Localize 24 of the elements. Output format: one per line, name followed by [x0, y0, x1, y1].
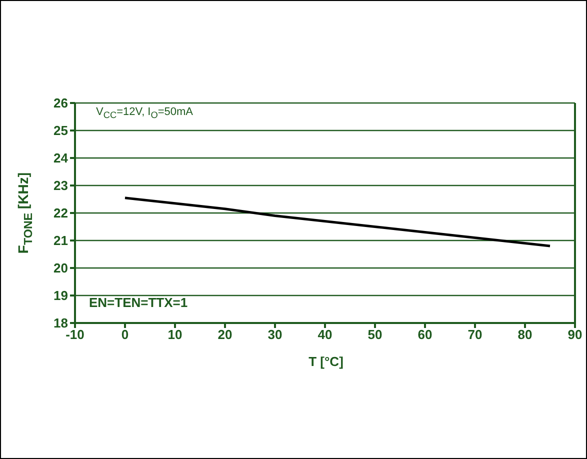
y-tick-label: 21: [54, 233, 68, 248]
x-tick-label: 50: [368, 327, 382, 342]
x-tick-label: 30: [268, 327, 282, 342]
x-tick-label: 80: [518, 327, 532, 342]
x-tick-label: 40: [318, 327, 332, 342]
y-tick-label: 25: [54, 123, 68, 138]
y-tick-label: 19: [54, 288, 68, 304]
y-tick-label: 26: [54, 96, 68, 111]
x-tick-label: 60: [418, 327, 432, 342]
x-tick-label: 20: [218, 327, 232, 342]
annotation: EN=TEN=TTX=1: [89, 295, 188, 310]
x-tick-label: 70: [468, 327, 482, 342]
y-tick-label: 23: [54, 178, 68, 194]
line-series: [124, 196, 552, 248]
x-axis-title: T [°C]: [308, 354, 344, 369]
x-tick-label: 10: [168, 327, 182, 342]
y-tick-label: 18: [54, 316, 68, 331]
annotation: V$_{CC}$=12V, I$_{O}$=50mA: [96, 106, 194, 120]
x-tick-label: -10: [66, 327, 84, 342]
y-tick-label: 22: [54, 206, 68, 221]
y-tick-label: 20: [54, 260, 68, 276]
x-tick-label: 90: [568, 327, 582, 342]
y-tick-label: 24: [54, 150, 69, 166]
x-tick-label: 0: [121, 327, 129, 342]
